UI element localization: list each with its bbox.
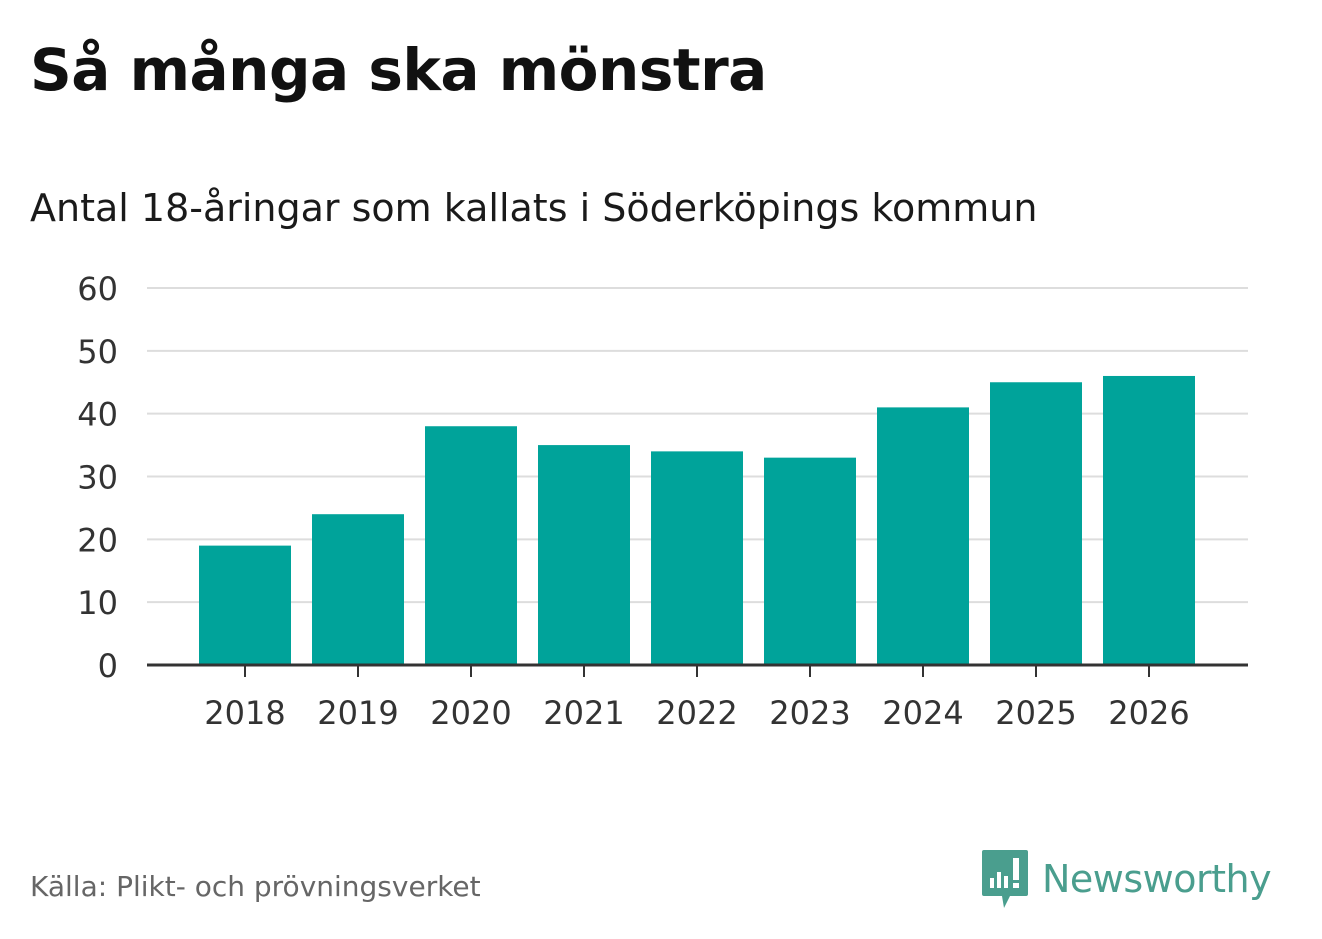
y-tick-label: 30 [77,459,118,497]
x-tick-label: 2024 [882,694,963,732]
x-tick-label: 2020 [430,694,511,732]
x-tick-label: 2023 [769,694,850,732]
bar [990,382,1082,665]
newsworthy-logo-icon [982,850,1028,908]
x-tick-label: 2022 [656,694,737,732]
y-tick-label: 60 [77,270,118,308]
bar [651,451,743,665]
y-tick-label: 50 [77,333,118,371]
x-tick-label: 2019 [317,694,398,732]
x-tick-label: 2018 [204,694,285,732]
brand-name: Newsworthy [1042,857,1272,901]
bar [199,545,291,665]
brand-logo: Newsworthy [980,848,1272,910]
bar [312,514,404,665]
source-note: Källa: Plikt- och prövningsverket [30,870,481,903]
bar [877,407,969,665]
y-tick-label: 40 [77,396,118,434]
x-tick-label: 2026 [1108,694,1189,732]
bar [538,445,630,665]
bar [1103,375,1195,665]
x-tick-label: 2025 [995,694,1076,732]
y-tick-label: 20 [77,521,118,559]
y-tick-label: 0 [98,647,118,685]
bar [764,457,856,665]
bar [425,426,517,665]
chart-title: Så många ska mönstra [30,36,767,104]
chart-subtitle: Antal 18-åringar som kallats i Söderköpi… [30,186,1038,230]
y-tick-label: 10 [77,584,118,622]
x-tick-label: 2021 [543,694,624,732]
bar-chart: 0 10 20 30 40 50 60 2018 2019 2020 2021 2022 2023 202… [77,270,1248,732]
